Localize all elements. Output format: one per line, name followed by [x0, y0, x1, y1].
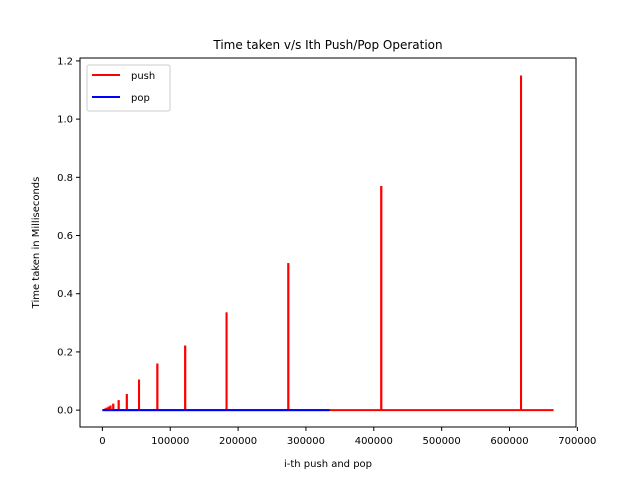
legend: push pop	[86, 64, 171, 112]
y-tick-label: 0.0	[57, 406, 73, 417]
x-tick-label: 400000	[355, 436, 393, 447]
y-tick-label: 0.8	[57, 173, 73, 184]
y-axis-label: Time taken in Milliseconds	[31, 177, 42, 310]
y-tick-label: 0.4	[57, 289, 73, 300]
y-tick-label: 0.6	[57, 231, 73, 242]
series-line-push	[102, 75, 554, 412]
x-tick-label: 600000	[490, 436, 528, 447]
legend-box	[86, 64, 171, 112]
axes-frame	[79, 57, 577, 428]
y-axis: 0.0 0.2 0.4 0.6 0.8 1.0 1.2	[57, 56, 80, 417]
legend-label-push: push	[131, 71, 155, 82]
x-axis: 0 100000 200000 300000 400000 500000 600000 700…	[99, 427, 596, 447]
x-tick-label: 0	[99, 436, 105, 447]
x-tick-label: 200000	[219, 436, 257, 447]
x-tick-label: 300000	[287, 436, 325, 447]
x-tick-label: 500000	[423, 436, 461, 447]
chart-title: Time taken v/s Ith Push/Pop Operation	[212, 38, 442, 52]
y-tick-label: 1.2	[57, 56, 73, 67]
x-tick-label: 700000	[558, 436, 596, 447]
x-axis-label: i-th push and pop	[284, 459, 372, 470]
legend-label-pop: pop	[131, 93, 150, 104]
x-tick-label: 100000	[151, 436, 189, 447]
plot-area	[102, 75, 554, 412]
series-push	[102, 75, 554, 412]
y-tick-label: 0.2	[57, 347, 73, 358]
y-tick-label: 1.0	[57, 115, 73, 126]
